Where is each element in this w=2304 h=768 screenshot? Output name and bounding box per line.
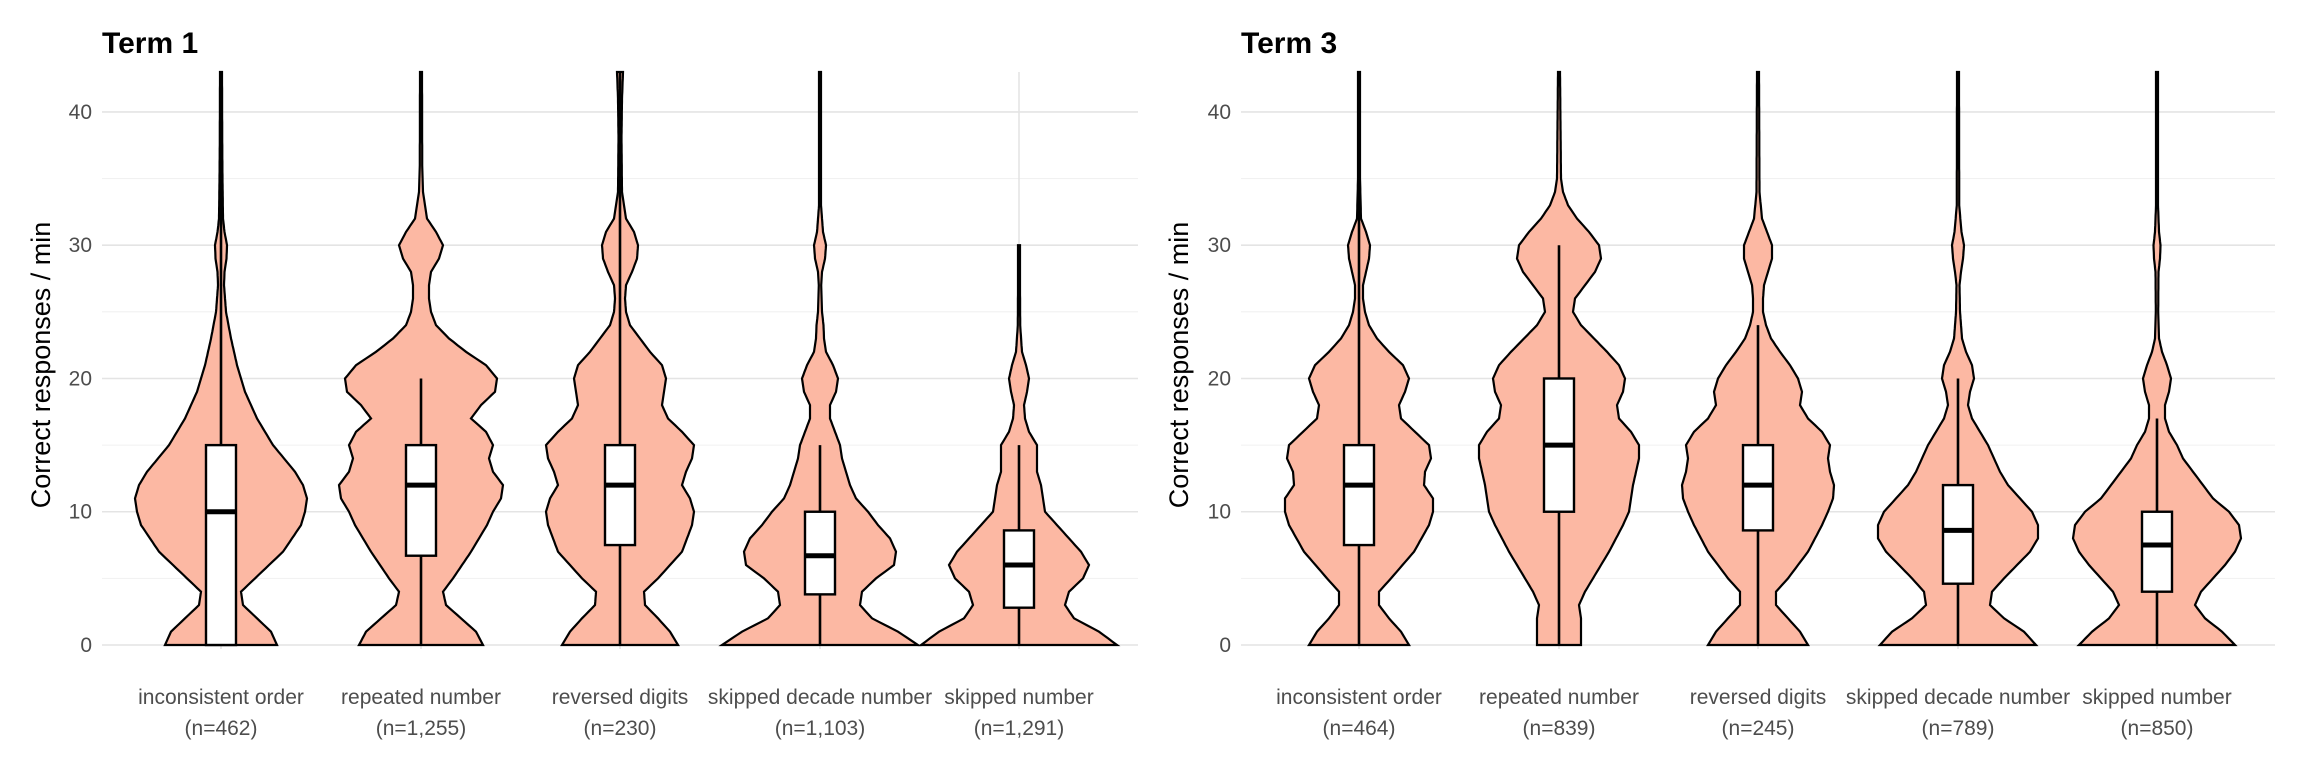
panel-term-1: Term 1 Correct responses / min 0 10 20 30 40… [26, 27, 1138, 740]
y-axis-label: Correct responses / min [1164, 222, 1194, 509]
violin-shape [718, 70, 922, 647]
y-tick-label: 30 [1208, 234, 1231, 257]
violin-shape [337, 70, 505, 647]
x-tick-count: (n=789) [1922, 717, 1995, 740]
box-iqr [603, 443, 637, 547]
x-tick-count: (n=230) [584, 717, 657, 740]
y-tick-label: 30 [69, 234, 92, 257]
y-tick-label: 10 [1208, 501, 1231, 524]
y-tick-label: 40 [69, 101, 92, 124]
x-tick-count: (n=850) [2121, 717, 2194, 740]
y-tick-label: 20 [1208, 367, 1231, 390]
box-iqr [404, 443, 438, 557]
x-tick-label: reversed digits [1690, 686, 1827, 709]
y-axis-label: Correct responses / min [26, 222, 56, 509]
x-tick-count: (n=462) [185, 717, 258, 740]
y-tick-label: 40 [1208, 101, 1231, 124]
box-iqr [204, 443, 238, 647]
box-iqr [1941, 483, 1975, 585]
panel-term-3: Term 3 Correct responses / min 0 10 20 30 40… [1164, 27, 2275, 740]
panel-title: Term 3 [1241, 27, 1337, 60]
x-tick-label: skipped number [2082, 686, 2231, 709]
x-tick-label: repeated number [341, 686, 501, 709]
panel-title: Term 1 [102, 27, 198, 60]
y-tick-label: 20 [69, 367, 92, 390]
violin-shape [1876, 70, 2040, 647]
x-tick-count: (n=1,255) [376, 717, 466, 740]
x-tick-count: (n=464) [1323, 717, 1396, 740]
x-tick-label: repeated number [1479, 686, 1639, 709]
violin-shape [917, 244, 1121, 647]
x-tick-label: reversed digits [552, 686, 689, 709]
box-iqr [803, 510, 837, 596]
x-tick-label: inconsistent order [1276, 686, 1442, 709]
x-tick-label: skipped number [944, 686, 1093, 709]
x-tick-count: (n=245) [1722, 717, 1795, 740]
x-tick-count: (n=1,103) [775, 717, 865, 740]
y-tick-label: 0 [80, 634, 92, 657]
y-tick-label: 0 [1219, 634, 1231, 657]
x-tick-count: (n=839) [1523, 717, 1596, 740]
box-iqr [2140, 510, 2174, 593]
box-iqr [1342, 443, 1376, 547]
x-tick-label: inconsistent order [138, 686, 304, 709]
violin-shape [2071, 70, 2243, 647]
y-tick-label: 10 [69, 501, 92, 524]
x-tick-count: (n=1,291) [974, 717, 1064, 740]
x-tick-label: skipped decade number [708, 686, 932, 709]
box-iqr [1741, 443, 1775, 532]
x-tick-label: skipped decade number [1846, 686, 2070, 709]
box-iqr [1002, 529, 1036, 609]
